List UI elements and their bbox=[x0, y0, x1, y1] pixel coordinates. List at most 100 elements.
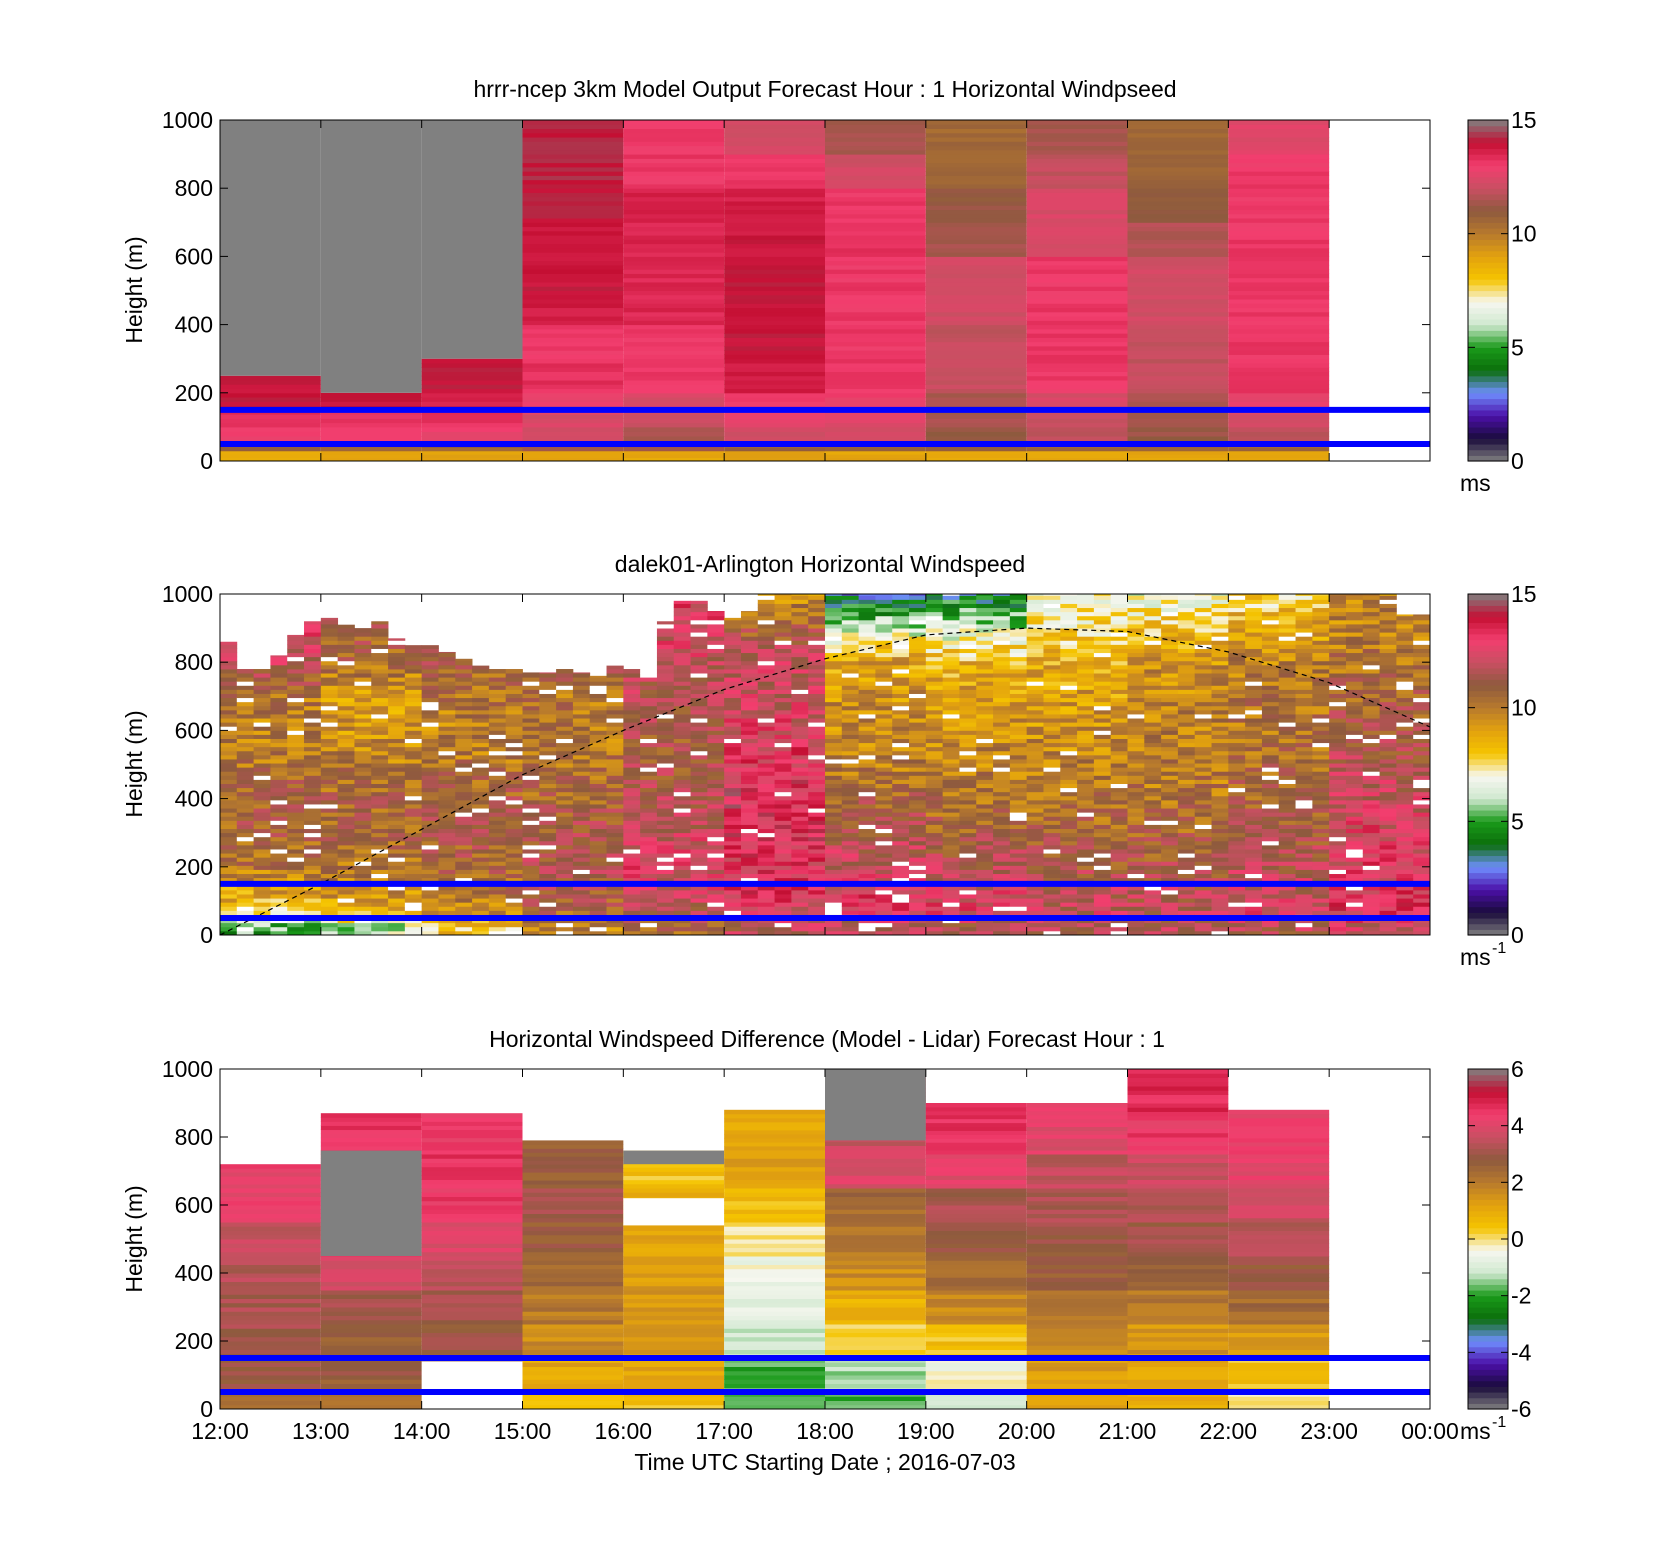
heat-cell bbox=[841, 673, 860, 678]
heat-cell bbox=[1026, 759, 1044, 764]
heat-cell bbox=[505, 902, 523, 907]
heat-cell bbox=[371, 632, 389, 637]
heat-cell bbox=[488, 869, 507, 875]
heat-cell bbox=[320, 750, 339, 756]
heat-cell bbox=[858, 607, 876, 613]
heat-cell bbox=[522, 877, 540, 883]
heat-cell bbox=[757, 877, 775, 883]
heat-cell bbox=[673, 693, 691, 699]
heat-cell bbox=[825, 200, 926, 206]
heat-cell bbox=[925, 714, 944, 719]
heat-cell bbox=[740, 701, 759, 707]
heat-cell bbox=[623, 192, 725, 198]
heat-cell bbox=[236, 828, 255, 834]
heat-cell bbox=[287, 636, 305, 641]
heat-cell bbox=[1009, 926, 1028, 932]
heat-cell bbox=[572, 840, 591, 846]
heat-cell bbox=[942, 648, 960, 654]
heat-cell bbox=[757, 849, 775, 854]
heat-cell bbox=[976, 832, 994, 838]
heat-cell bbox=[740, 832, 759, 838]
heat-cell bbox=[959, 673, 977, 678]
heat-cell bbox=[253, 726, 271, 731]
heat-cell bbox=[1043, 746, 1061, 752]
heat-cell bbox=[1043, 816, 1061, 821]
heat-cell bbox=[320, 898, 339, 903]
heat-cell bbox=[1127, 820, 1145, 825]
heat-cell bbox=[1009, 644, 1028, 649]
heat-cell bbox=[270, 894, 288, 899]
heat-cell bbox=[808, 681, 826, 686]
heat-cell bbox=[287, 734, 305, 739]
heat-cell bbox=[623, 709, 641, 715]
heat-cell bbox=[959, 783, 977, 789]
heat-cell bbox=[539, 910, 557, 915]
heat-cell bbox=[1093, 791, 1112, 797]
heat-cell bbox=[505, 926, 523, 932]
heat-cell bbox=[220, 457, 321, 461]
heat-cell bbox=[1026, 701, 1044, 707]
heat-cell bbox=[724, 222, 825, 228]
heat-cell bbox=[925, 328, 1027, 334]
heat-cell bbox=[841, 648, 860, 654]
heat-cell bbox=[1060, 779, 1078, 784]
heat-cell bbox=[909, 857, 927, 862]
heat-cell bbox=[388, 930, 406, 935]
colorbar-swatch bbox=[1468, 142, 1508, 150]
heat-cell bbox=[808, 632, 826, 637]
heat-cell bbox=[304, 664, 322, 670]
heat-cell bbox=[656, 849, 675, 854]
heat-cell bbox=[690, 624, 708, 629]
heat-cell bbox=[774, 865, 792, 870]
heat-cell bbox=[774, 894, 792, 899]
heat-cell bbox=[606, 906, 624, 911]
heat-cell bbox=[253, 685, 271, 690]
heat-cell bbox=[404, 791, 423, 797]
heat-cell bbox=[1009, 648, 1028, 654]
heat-cell bbox=[438, 885, 456, 891]
heat-cell bbox=[690, 824, 708, 830]
heat-cell bbox=[1026, 656, 1044, 662]
heat-cell bbox=[656, 816, 675, 821]
heat-cell bbox=[354, 787, 372, 793]
heat-cell bbox=[656, 718, 675, 723]
heat-cell bbox=[724, 820, 742, 825]
heat-cell bbox=[505, 714, 523, 719]
heat-cell bbox=[1043, 922, 1061, 928]
heat-cell bbox=[875, 714, 893, 719]
heat-cell bbox=[304, 849, 322, 854]
heat-cell bbox=[875, 849, 893, 854]
heat-cell bbox=[337, 795, 355, 801]
heat-cell bbox=[556, 718, 574, 723]
heat-cell bbox=[959, 750, 977, 756]
heat-cell bbox=[1043, 718, 1061, 723]
heat-cell bbox=[1026, 145, 1128, 151]
heat-cell bbox=[925, 341, 1027, 347]
heat-cell bbox=[539, 775, 557, 780]
heat-cell bbox=[724, 337, 825, 343]
heat-cell bbox=[1077, 746, 1095, 752]
heat-cell bbox=[404, 660, 423, 666]
heat-cell bbox=[522, 673, 540, 678]
heat-cell bbox=[892, 787, 910, 793]
heat-cell bbox=[1228, 367, 1330, 372]
heat-cell bbox=[1060, 783, 1078, 789]
heat-cell bbox=[1228, 418, 1330, 424]
heat-cell bbox=[993, 906, 1011, 911]
heat-cell bbox=[791, 885, 809, 891]
heat-cell bbox=[623, 341, 725, 347]
heat-cell bbox=[640, 689, 658, 694]
heat-cell bbox=[993, 599, 1011, 604]
heat-cell bbox=[690, 681, 708, 686]
heat-cell bbox=[825, 701, 843, 707]
heat-cell bbox=[270, 734, 288, 739]
heat-cell bbox=[707, 644, 725, 649]
heat-cell bbox=[304, 722, 322, 727]
heat-cell bbox=[656, 894, 675, 899]
heat-cell bbox=[1110, 787, 1128, 793]
heat-cell bbox=[505, 799, 523, 805]
heat-cell bbox=[942, 910, 960, 915]
heat-cell bbox=[841, 746, 860, 752]
heat-cell bbox=[388, 767, 406, 772]
heat-cell bbox=[757, 844, 775, 850]
